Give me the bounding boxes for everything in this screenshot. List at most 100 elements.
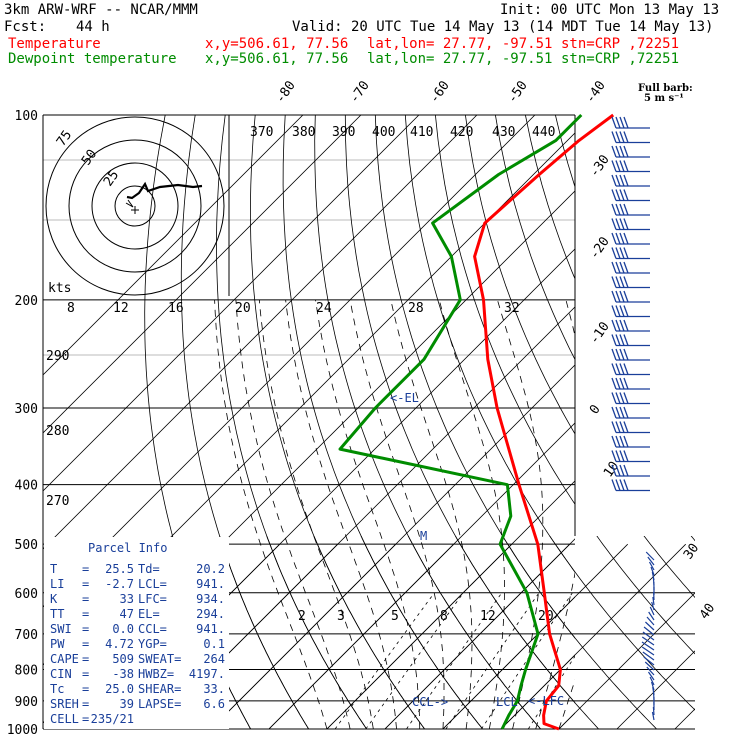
wind-barb-flag bbox=[619, 276, 625, 288]
wind-barb-flag bbox=[623, 218, 629, 230]
wind-barb bbox=[647, 671, 655, 681]
isotherm bbox=[43, 115, 478, 550]
wind-barb-flag bbox=[615, 145, 621, 158]
pressure-label: 500 bbox=[15, 538, 38, 553]
mixing-ratio-label: 5 bbox=[391, 609, 399, 624]
theta-label: 290 bbox=[46, 349, 69, 364]
wind-barb-flag bbox=[623, 232, 629, 245]
wind-barb bbox=[648, 561, 655, 571]
wind-barb-flag bbox=[623, 392, 629, 404]
isotherm bbox=[152, 306, 575, 729]
wind-barb-flag bbox=[619, 305, 625, 317]
parcel-key: CIN bbox=[50, 667, 72, 681]
parcel-key: T bbox=[50, 562, 57, 576]
isotherm bbox=[733, 544, 740, 729]
parcel-key: SREH bbox=[50, 697, 79, 711]
wind-barb-flag bbox=[611, 392, 617, 404]
hodograph-ring bbox=[91, 162, 179, 250]
parcel-key: PW bbox=[50, 637, 65, 651]
isotherm bbox=[43, 115, 420, 492]
hodograph-ring bbox=[45, 116, 225, 296]
theta-e-label: 410 bbox=[410, 125, 433, 140]
wind-barb-flag bbox=[623, 334, 629, 346]
hodograph-axis-label: 32 bbox=[504, 301, 520, 316]
parcel-key: LAPSE= bbox=[138, 697, 181, 711]
hodograph-trace bbox=[126, 181, 203, 200]
wind-barb-flag bbox=[615, 392, 621, 404]
dry-adiabat bbox=[616, 115, 740, 740]
wind-barb-flag bbox=[611, 218, 617, 230]
wind-barb-flag bbox=[615, 232, 621, 245]
wind-barb-flag bbox=[615, 305, 621, 317]
parcel-value: 39 bbox=[120, 697, 134, 711]
wind-barb-flag bbox=[611, 276, 617, 288]
dry-adiabat bbox=[454, 536, 600, 729]
wind-barb-flag bbox=[615, 276, 621, 288]
parcel-value: 941. bbox=[196, 577, 225, 591]
wind-barb-flag bbox=[615, 319, 621, 332]
parcel-eq: = bbox=[82, 577, 89, 591]
wind-barb-flag bbox=[619, 363, 625, 375]
parcel-value: 294. bbox=[196, 607, 225, 621]
wind-barb-flag bbox=[615, 160, 621, 172]
hodograph-axis-label: 8 bbox=[67, 301, 75, 316]
wind-barb-flag bbox=[615, 348, 621, 361]
wind-barb-flag bbox=[619, 421, 625, 433]
isotherm bbox=[617, 115, 740, 729]
wind-barb-flag bbox=[611, 348, 617, 361]
theta-e-label: 390 bbox=[332, 125, 355, 140]
hodograph-ring-label: 50 bbox=[79, 147, 100, 168]
moist-adiabat bbox=[315, 299, 421, 729]
fcst-label: Fcst: bbox=[4, 19, 47, 35]
wind-barb-flag bbox=[623, 319, 629, 332]
parcel-eq: = bbox=[82, 682, 89, 696]
moist-adiabat bbox=[582, 300, 709, 729]
wind-barb bbox=[651, 601, 655, 611]
wind-barb bbox=[644, 661, 655, 671]
wind-barb-flag bbox=[623, 203, 629, 216]
dry-adiabat bbox=[219, 536, 310, 729]
isotherm-label: -50 bbox=[505, 78, 531, 106]
isotherm bbox=[675, 115, 740, 729]
dry-adiabat bbox=[736, 115, 740, 740]
parcel-key: LFC= bbox=[138, 592, 167, 606]
isotherm-label: -70 bbox=[347, 78, 373, 106]
wind-barb-flag bbox=[615, 450, 621, 462]
parcel-eq: = bbox=[82, 622, 89, 636]
wind-barb-flag bbox=[611, 305, 617, 317]
isotherm bbox=[616, 650, 695, 729]
mixing-ratio-label: 3 bbox=[337, 609, 345, 624]
wind-barb-flag bbox=[611, 406, 617, 419]
wind-barb-flag bbox=[623, 145, 629, 158]
wind-barb-flag bbox=[623, 276, 629, 288]
parcel-eq: = bbox=[82, 562, 89, 576]
wind-barb-flag bbox=[611, 464, 617, 477]
wind-barb-flag bbox=[611, 334, 617, 346]
wind-barb-flag bbox=[623, 290, 629, 303]
hodograph-ring bbox=[114, 185, 156, 227]
temperature-xy: x,y=506.61, 77.56 bbox=[205, 36, 349, 52]
parcel-value: 6.6 bbox=[203, 697, 225, 711]
annotation: CCL-> bbox=[412, 695, 448, 709]
parcel-key: CAPE bbox=[50, 652, 79, 666]
moist-adiabat bbox=[558, 678, 575, 729]
wind-barb-flag bbox=[619, 290, 625, 303]
parcel-key: SWEAT= bbox=[138, 652, 181, 666]
parcel-eq: = bbox=[82, 712, 89, 726]
isotherm bbox=[733, 115, 740, 729]
theta-label: 270 bbox=[46, 494, 69, 509]
moist-adiabat bbox=[497, 299, 544, 729]
wind-barb-flag bbox=[611, 232, 617, 245]
dry-adiabat bbox=[646, 115, 740, 740]
parcel-value: 0.0 bbox=[112, 622, 134, 636]
dry-adiabat bbox=[676, 115, 740, 740]
pressure-label: 700 bbox=[15, 628, 38, 643]
wind-barb-flag bbox=[611, 479, 617, 491]
dry-adiabat bbox=[586, 115, 740, 740]
wind-barb-flag bbox=[619, 464, 625, 477]
dry-adiabat bbox=[502, 536, 658, 729]
mixing-ratio-line bbox=[365, 592, 464, 729]
wind-barb-flag bbox=[611, 174, 617, 187]
wind-barb bbox=[646, 666, 655, 676]
parcel-value: -2.7 bbox=[105, 577, 134, 591]
